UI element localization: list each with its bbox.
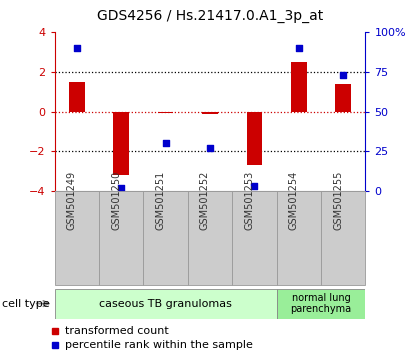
Point [251,183,258,189]
Text: GSM501253: GSM501253 [244,171,255,230]
Text: GSM501255: GSM501255 [333,171,343,230]
Bar [55,191,99,285]
Point [74,45,80,51]
Text: normal lung
parenchyma: normal lung parenchyma [291,293,352,314]
Bar [113,112,129,175]
Bar [247,112,262,165]
Point [207,145,213,151]
Bar [232,191,277,285]
Bar [277,289,365,319]
Bar [158,112,173,113]
Point [162,141,169,146]
Text: GSM501249: GSM501249 [67,171,77,230]
Bar [99,191,143,285]
Bar [321,191,365,285]
Text: cell type: cell type [2,298,50,309]
Text: caseous TB granulomas: caseous TB granulomas [99,298,232,309]
Bar [188,191,232,285]
Text: GSM501250: GSM501250 [111,171,121,230]
Point [340,72,346,78]
Point [118,185,125,191]
Bar [336,84,351,112]
Text: transformed count: transformed count [65,326,169,336]
Point [295,45,302,51]
Text: GDS4256 / Hs.21417.0.A1_3p_at: GDS4256 / Hs.21417.0.A1_3p_at [97,9,323,23]
Text: GSM501251: GSM501251 [155,171,165,230]
Bar [69,82,84,112]
Bar [291,62,307,112]
Bar [143,191,188,285]
Bar [55,289,277,319]
Text: GSM501252: GSM501252 [200,171,210,230]
Bar [277,191,321,285]
Text: GSM501254: GSM501254 [289,171,299,230]
Text: percentile rank within the sample: percentile rank within the sample [65,340,253,350]
Bar [202,112,218,114]
